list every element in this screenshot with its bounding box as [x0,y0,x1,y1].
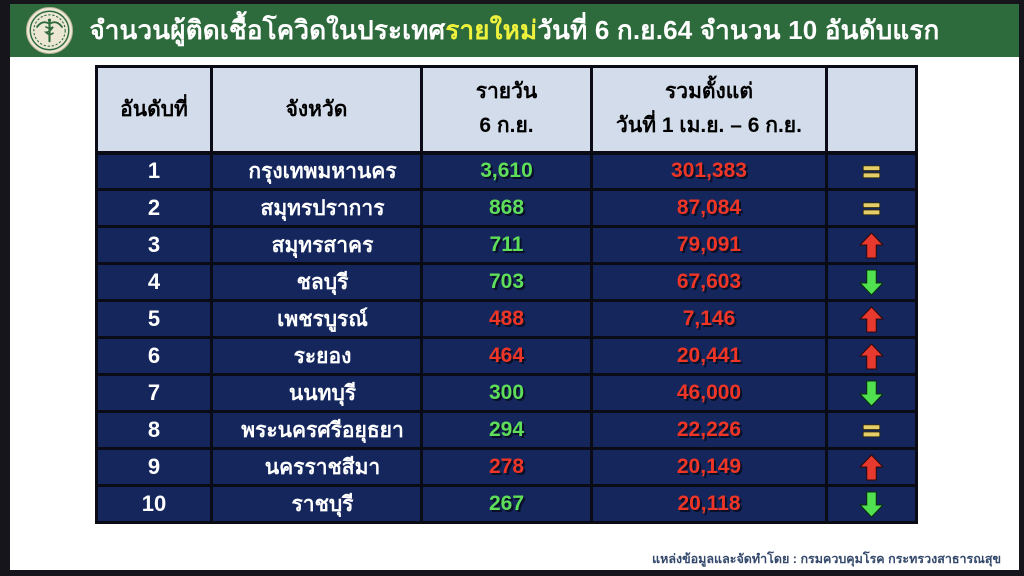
source-credit: แหล่งข้อมูลและจัดทำโดย : กรมควบคุมโรค กร… [652,552,1001,566]
rank-cell: 1 [95,151,213,191]
header-bar: จำนวนผู้ติดเชื้อโควิดในประเทศ รายใหม่ วัน… [10,4,1019,57]
total-cases-cell: 20,118 [590,484,828,524]
title-highlight: รายใหม่ [445,15,538,45]
daily-cases-cell: 3,610 [420,151,593,191]
table-row: 3 สมุทรสาคร 711 79,091 [95,225,918,265]
trend-down-icon [858,491,885,518]
daily-cases-cell: 267 [420,484,593,524]
total-cases-cell: 79,091 [590,225,828,265]
daily-cases-cell: 488 [420,299,593,339]
trend-equal-icon [862,423,881,437]
total-cases-cell: 20,149 [590,447,828,487]
table-row: 10 ราชบุรี 267 20,118 [95,484,918,524]
title-text: จำนวนผู้ติดเชื้อโควิดในประเทศ [89,15,446,45]
column-header-province: จังหวัด [210,65,423,155]
trend-cell [825,225,918,265]
moph-seal-icon [29,10,70,51]
covid-top10-table: อันดับที่ จังหวัด รายวัน 6 ก.ย. รวมตั้งแ… [95,65,918,524]
column-header-total: รวมตั้งแต่ วันที่ 1 เม.ย. – 6 ก.ย. [590,65,828,155]
column-header-rank: อันดับที่ [95,65,213,155]
daily-header-line2: 6 ก.ย. [479,114,534,138]
province-cell: ชลบุรี [210,262,423,302]
rank-cell: 7 [95,373,213,413]
rank-cell: 8 [95,410,213,450]
table-header-row: อันดับที่ จังหวัด รายวัน 6 ก.ย. รวมตั้งแ… [95,65,918,155]
rank-cell: 5 [95,299,213,339]
daily-cases-cell: 711 [420,225,593,265]
province-cell: กรุงเทพมหานคร [210,151,423,191]
trend-cell [825,373,918,413]
rank-cell: 4 [95,262,213,302]
page-title: จำนวนผู้ติดเชื้อโควิดในประเทศ รายใหม่ วัน… [10,4,1019,57]
province-cell: ระยอง [210,336,423,376]
title-date-text: วันที่ 6 ก.ย.64 จำนวน 10 อันดับแรก [537,15,940,45]
daily-cases-cell: 300 [420,373,593,413]
total-cases-cell: 87,084 [590,188,828,228]
table-row: 5 เพชรบูรณ์ 488 7,146 [95,299,918,339]
trend-cell [825,336,918,376]
rank-cell: 6 [95,336,213,376]
daily-cases-cell: 294 [420,410,593,450]
province-cell: สมุทรปราการ [210,188,423,228]
trend-up-icon [858,231,885,258]
table-row: 7 นนทบุรี 300 46,000 [95,373,918,413]
table-row: 2 สมุทรปราการ 868 87,084 [95,188,918,228]
rank-cell: 9 [95,447,213,487]
trend-cell [825,447,918,487]
table-row: 4 ชลบุรี 703 67,603 [95,262,918,302]
column-header-trend [825,65,918,155]
trend-cell [825,299,918,339]
province-cell: สมุทรสาคร [210,225,423,265]
province-cell: พระนครศรีอยุธยา [210,410,423,450]
table-row: 8 พระนครศรีอยุธยา 294 22,226 [95,410,918,450]
total-header-line1: รวมตั้งแต่ [665,80,753,104]
trend-cell [825,484,918,524]
trend-cell [825,151,918,191]
total-cases-cell: 301,383 [590,151,828,191]
trend-equal-icon [862,165,881,178]
trend-up-icon [858,305,885,332]
table-row: 9 นครราชสีมา 278 20,149 [95,447,918,487]
rank-cell: 2 [95,188,213,228]
rank-cell: 3 [95,225,213,265]
daily-cases-cell: 868 [420,188,593,228]
daily-cases-cell: 703 [420,262,593,302]
daily-header-line1: รายวัน [475,80,538,104]
trend-cell [825,188,918,228]
total-cases-cell: 46,000 [590,373,828,413]
province-cell: เพชรบูรณ์ [210,299,423,339]
table-row: 6 ระยอง 464 20,441 [95,336,918,376]
total-header-line2: วันที่ 1 เม.ย. – 6 ก.ย. [616,114,802,138]
trend-up-icon [858,342,885,369]
daily-cases-cell: 464 [420,336,593,376]
trend-cell [825,410,918,450]
trend-up-icon [858,453,885,480]
total-cases-cell: 20,441 [590,336,828,376]
moph-logo-icon [26,7,73,54]
slide: จำนวนผู้ติดเชื้อโควิดในประเทศ รายใหม่ วัน… [10,4,1019,570]
trend-cell [825,262,918,302]
daily-cases-cell: 278 [420,447,593,487]
total-cases-cell: 7,146 [590,299,828,339]
trend-down-icon [858,269,885,296]
trend-down-icon [858,380,885,407]
column-header-daily: รายวัน 6 ก.ย. [420,65,593,155]
trend-equal-icon [862,201,881,215]
table-row: 1 กรุงเทพมหานคร 3,610 301,383 [95,151,918,191]
rank-cell: 10 [95,484,213,524]
province-cell: นนทบุรี [210,373,423,413]
total-cases-cell: 67,603 [590,262,828,302]
province-cell: ราชบุรี [210,484,423,524]
province-cell: นครราชสีมา [210,447,423,487]
total-cases-cell: 22,226 [590,410,828,450]
